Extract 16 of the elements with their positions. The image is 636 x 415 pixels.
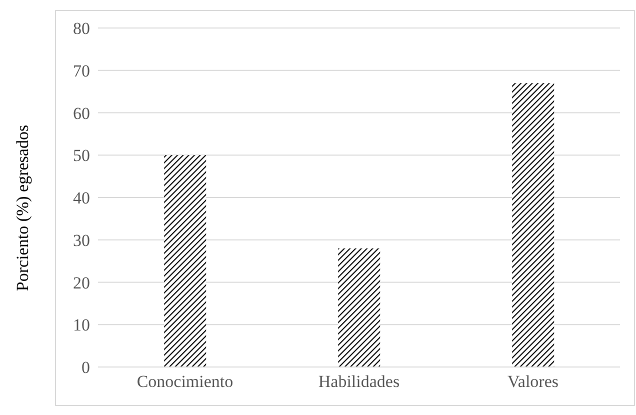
y-tick-label: 30 [73, 230, 90, 250]
bar [338, 248, 380, 367]
x-tick-label: Valores [508, 372, 558, 392]
x-tick-label: Habilidades [318, 372, 400, 392]
y-tick-label: 80 [73, 19, 90, 38]
y-tick-label: 50 [73, 146, 90, 166]
y-tick-label: 10 [73, 316, 90, 335]
y-tick-label: 20 [73, 273, 90, 292]
y-tick-label: 70 [73, 61, 90, 80]
bar [512, 83, 554, 367]
bar [164, 155, 206, 367]
y-tick-label: 60 [73, 104, 90, 123]
y-tick-label: 0 [82, 358, 90, 378]
y-axis-title: Porciento (%) egresados [13, 124, 33, 291]
x-tick-label: Conocimiento [136, 372, 234, 392]
y-tick-label: 40 [73, 188, 90, 208]
